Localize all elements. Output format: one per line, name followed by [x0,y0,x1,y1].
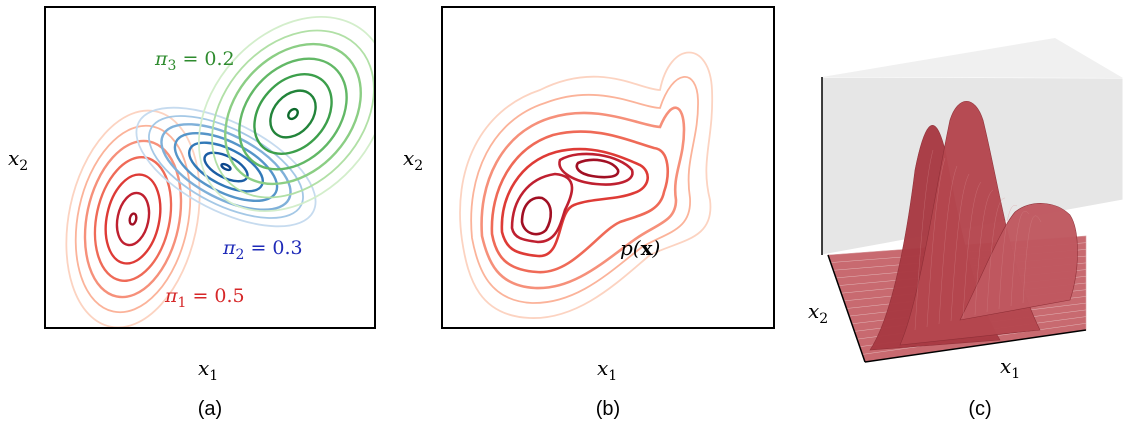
panel-c: x2 x1 (c) [808,38,1123,420]
top-wall [822,38,1123,78]
x2-axis-line [827,254,866,363]
surface-mesh-line [926,157,946,328]
surface-mesh-line [950,173,970,322]
surface-mesh-line [914,149,934,331]
component-contours [65,16,375,328]
density-contour [490,130,669,274]
panel-b-y-label: x2 [403,146,423,174]
panel-a-x-label: x1 [198,356,218,384]
density-contour [459,51,714,319]
pi3-label: π3 = 0.2 [154,48,235,74]
panel-c-x-label: x1 [1000,354,1020,382]
component-3-contour [253,72,333,156]
panel-c-caption: (c) [968,398,991,420]
component-2-contour [220,162,232,172]
component-3-contour [211,29,375,199]
surface-mesh-line [962,181,982,319]
panel-b-frame [441,6,775,329]
component-3-contour [269,89,317,139]
surface-mesh-line [1010,211,1030,307]
component-1-contour [74,124,192,314]
component-2-contour [135,106,317,228]
density-contour [520,158,620,236]
panel-b-caption: (b) [596,398,620,420]
component-2-contour [148,115,304,219]
density-surface [827,101,1087,363]
density-label: p(x) [620,236,660,260]
surface-mesh-line [974,189,994,316]
component-1-contour [104,173,162,265]
x1-axis-line [864,329,1087,363]
surface-mesh-line [938,165,958,325]
panel-a-caption: (a) [198,398,222,420]
density-contour [470,76,699,304]
density-contour [480,106,686,290]
component-3-contour [287,107,299,121]
mixture-density-contours [459,51,714,319]
surface-mesh-line [998,205,1018,310]
component-3-contour [224,42,362,186]
component-1-contour [128,212,138,226]
panel-a-y-label: x2 [8,146,28,174]
panel-a-frame [44,6,376,329]
panel-b: p(x) x2 x1 (b) [403,6,775,420]
panel-c-y-label: x2 [808,299,828,327]
panel-a: π3 = 0.2 π2 = 0.3 π1 = 0.5 x2 x1 (a) [8,6,376,420]
density-contour [500,147,649,258]
component-1-contour [115,191,151,247]
surface-peak [959,203,1078,321]
component-1-contour [65,109,201,328]
component-2-contour [188,141,264,193]
pi1-label: π1 = 0.5 [164,285,245,311]
component-3-contour [238,57,348,171]
density-contour [510,152,634,244]
pi2-label: π2 = 0.3 [222,237,303,263]
surface-mesh-line [986,197,1006,313]
component-3-contour [198,16,375,212]
surface-mesh-line [1022,215,1042,304]
panel-b-x-label: x1 [597,356,617,384]
